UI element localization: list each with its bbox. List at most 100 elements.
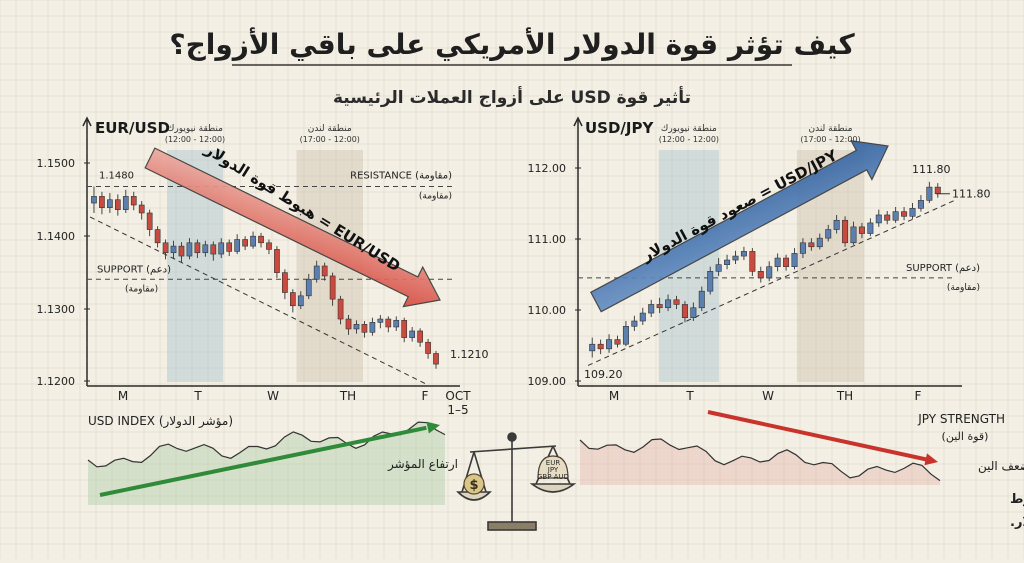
candle-body xyxy=(775,258,780,267)
candle-body xyxy=(876,215,881,223)
candle-body xyxy=(107,200,112,208)
candle-body xyxy=(708,271,713,291)
candle-body xyxy=(179,246,184,256)
candle-body xyxy=(243,239,248,246)
start-price-label: 1.1480 xyxy=(99,170,134,181)
x-tick-label: T xyxy=(685,389,694,403)
candle-body xyxy=(211,245,216,254)
candle-body xyxy=(623,326,628,344)
candle-body xyxy=(195,243,200,253)
eurusd-chart: منطقة نيويورك(12:00 - 12:00)منطقة لندن(1… xyxy=(37,118,489,505)
candle-body xyxy=(901,212,906,217)
candle-body xyxy=(868,223,873,234)
candle-body xyxy=(783,258,788,267)
candle-body xyxy=(418,331,423,342)
x-tick-label: TH xyxy=(836,389,853,403)
zone-label: منطقة لندن xyxy=(308,124,352,134)
candle-body xyxy=(632,321,637,326)
candle-body xyxy=(859,227,864,234)
candle-body xyxy=(203,245,208,253)
start-price-label: 109.20 xyxy=(584,368,623,381)
candle-body xyxy=(657,304,662,307)
candle-body xyxy=(758,271,763,278)
candle-body xyxy=(699,291,704,308)
candle-body xyxy=(298,296,303,306)
pair-title: USD/JPY xyxy=(585,119,654,137)
candle-body xyxy=(171,246,176,253)
y-tick-label: 1.1200 xyxy=(37,375,76,388)
candle-body xyxy=(598,344,603,349)
candle-body xyxy=(362,324,367,332)
candle-body xyxy=(235,239,240,251)
candle-body xyxy=(674,300,679,305)
x-tick-label: T xyxy=(193,389,202,403)
candle-body xyxy=(640,313,645,321)
candle-body xyxy=(187,243,192,256)
peak-price-label: 111.80 xyxy=(912,163,951,176)
candle-body xyxy=(826,230,831,239)
scale-right-label-3: GBP AUD xyxy=(537,473,569,481)
candle-body xyxy=(322,266,327,276)
candle-body xyxy=(354,324,359,329)
scale-left-label: $ xyxy=(469,478,478,493)
y-tick-label: 112.00 xyxy=(528,162,567,175)
zone-label: منطقة لندن xyxy=(809,124,853,134)
candle-body xyxy=(741,251,746,256)
candle-body xyxy=(691,308,696,318)
support-label: SUPPORT (دعم) xyxy=(906,263,980,274)
candle-body xyxy=(800,243,805,254)
candle-body xyxy=(394,320,399,327)
candle-body xyxy=(649,304,654,313)
candle-body xyxy=(227,243,232,252)
candle-body xyxy=(91,196,96,203)
date-label: 1–5 xyxy=(447,403,468,417)
candle-body xyxy=(851,227,856,243)
candle-body xyxy=(147,213,152,230)
candle-body xyxy=(123,196,128,209)
candle-body xyxy=(370,322,375,332)
candle-body xyxy=(330,276,335,299)
candle-body xyxy=(386,319,391,327)
candle-body xyxy=(155,230,160,243)
candle-body xyxy=(842,220,847,243)
candle-body xyxy=(338,299,343,319)
x-tick-label: W xyxy=(267,389,279,403)
index-label: JPY STRENGTH xyxy=(917,412,1005,426)
support-label: SUPPORT (دعم) xyxy=(97,264,171,275)
x-tick-label: W xyxy=(762,389,774,403)
candle-body xyxy=(290,293,295,306)
pair-title: EUR/USD xyxy=(95,119,170,137)
candle-body xyxy=(615,340,620,345)
candle-body xyxy=(433,353,438,364)
y-tick-label: 1.1400 xyxy=(37,230,76,243)
candle-body xyxy=(282,273,287,293)
candle-body xyxy=(251,236,256,246)
candle-body xyxy=(163,243,168,253)
footer-line-2: العملات الأخرى، ويدفع الأزواج الدولارية … xyxy=(1010,513,1024,530)
zone-label: منطقة نيويورك xyxy=(661,124,717,134)
page-subtitle: تأثير قوة USD على أزواج العملات الرئيسية xyxy=(333,86,691,108)
candle-body xyxy=(809,243,814,247)
index-sublabel: (قوة الين) xyxy=(942,430,989,443)
candle-body xyxy=(665,300,670,308)
index-arrow-label: ارتفاع المؤشر xyxy=(387,457,458,472)
y-tick-label: 111.00 xyxy=(528,233,567,246)
candle-body xyxy=(314,266,319,279)
candle-body xyxy=(139,205,144,213)
candle-body xyxy=(927,187,932,200)
resistance-label: RESISTANCE (مقاومة) xyxy=(350,170,452,181)
candle-body xyxy=(115,200,120,210)
candle-body xyxy=(716,265,721,272)
candle-body xyxy=(346,319,351,329)
candle-body xyxy=(724,260,729,265)
candle-body xyxy=(767,267,772,278)
candle-body xyxy=(410,331,415,338)
candle-body xyxy=(402,320,407,337)
x-tick-label: M xyxy=(609,389,619,403)
candle-body xyxy=(885,215,890,220)
candle-body xyxy=(910,208,915,216)
x-tick-label: F xyxy=(422,389,429,403)
zone-time: (12:00 - 12:00) xyxy=(659,135,719,144)
dollar-coin-icon: $ xyxy=(464,474,484,494)
x-tick-label: M xyxy=(118,389,128,403)
